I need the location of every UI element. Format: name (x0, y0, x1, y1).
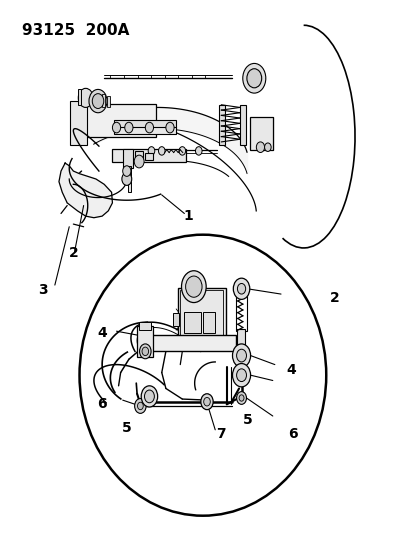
Circle shape (122, 166, 131, 176)
Ellipse shape (79, 235, 325, 516)
Text: 1: 1 (183, 209, 193, 223)
Circle shape (232, 344, 250, 367)
Circle shape (137, 402, 143, 410)
Circle shape (178, 147, 185, 155)
Bar (180, 290, 223, 335)
Text: 6: 6 (97, 398, 107, 411)
Bar (178, 288, 225, 338)
Circle shape (246, 69, 261, 88)
Bar (78, 89, 81, 105)
Bar (145, 335, 235, 351)
Circle shape (195, 147, 202, 155)
Bar (249, 117, 272, 150)
Circle shape (92, 94, 104, 109)
Circle shape (142, 347, 148, 356)
Bar (128, 176, 131, 192)
Circle shape (185, 276, 202, 297)
Text: 93125  200A: 93125 200A (22, 22, 129, 38)
Bar (186, 284, 201, 289)
Bar (112, 149, 186, 162)
Circle shape (141, 386, 157, 407)
Circle shape (237, 284, 245, 294)
Circle shape (236, 349, 246, 362)
Bar (137, 326, 152, 357)
Circle shape (121, 173, 131, 185)
Bar (145, 152, 152, 160)
Circle shape (78, 88, 93, 108)
Bar (218, 105, 224, 144)
Circle shape (124, 122, 133, 133)
Bar (184, 312, 200, 333)
Text: 4: 4 (97, 326, 107, 340)
Circle shape (233, 278, 249, 300)
Bar (139, 322, 150, 330)
Circle shape (236, 369, 246, 382)
Circle shape (256, 142, 264, 152)
Circle shape (200, 394, 213, 410)
Circle shape (232, 364, 250, 387)
Circle shape (144, 390, 154, 403)
Circle shape (134, 155, 144, 168)
Bar (114, 126, 176, 134)
Text: 2: 2 (68, 246, 78, 260)
Circle shape (203, 398, 210, 406)
Text: 5: 5 (243, 413, 252, 427)
Circle shape (158, 147, 165, 155)
Circle shape (181, 271, 206, 303)
Text: 4: 4 (286, 363, 295, 377)
Circle shape (264, 143, 271, 151)
Polygon shape (59, 163, 112, 217)
Circle shape (112, 122, 120, 133)
Text: 5: 5 (122, 421, 131, 435)
Bar (235, 292, 247, 331)
Bar (107, 96, 110, 108)
Text: 2: 2 (329, 292, 339, 305)
Text: 7: 7 (216, 426, 225, 440)
Circle shape (242, 63, 265, 93)
Circle shape (148, 147, 154, 155)
Bar (239, 105, 245, 144)
Bar (173, 313, 179, 326)
Bar (124, 166, 131, 176)
Circle shape (238, 395, 243, 401)
Bar (73, 104, 155, 136)
Circle shape (145, 122, 153, 133)
Circle shape (139, 344, 151, 359)
Circle shape (236, 392, 246, 405)
Bar (114, 120, 176, 127)
Bar (236, 328, 244, 354)
Circle shape (166, 122, 174, 133)
Circle shape (134, 399, 146, 414)
Bar (237, 353, 244, 377)
Circle shape (89, 90, 107, 113)
Bar (135, 151, 143, 160)
Text: 6: 6 (288, 426, 297, 440)
Bar (202, 312, 215, 333)
Bar (102, 94, 105, 108)
Bar (70, 101, 87, 144)
Bar (122, 149, 133, 168)
Text: 3: 3 (38, 284, 47, 297)
